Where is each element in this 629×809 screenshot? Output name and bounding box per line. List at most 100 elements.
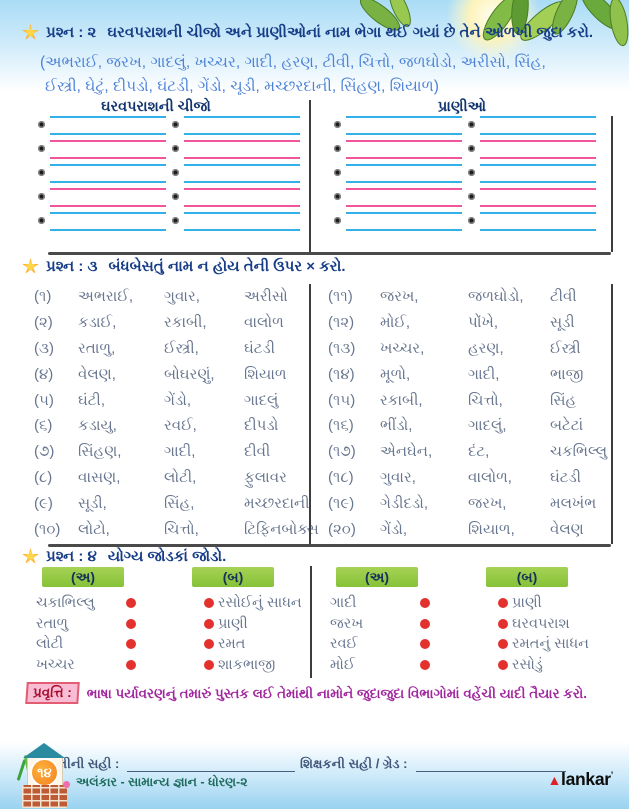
- match-row: રવઈ રમતનું સાધન: [330, 634, 608, 655]
- parent-signature-line: [127, 757, 296, 772]
- writing-slot: [38, 116, 166, 135]
- q3-word-2: જળઘોડો,: [468, 288, 524, 306]
- q3-word-3: બટેટાં: [550, 417, 584, 435]
- q3-word-1: મૂળો,: [380, 365, 411, 383]
- q3-row: (૨) કડાઈ, રકાબી, વાલોળ: [34, 310, 304, 336]
- activity-text: ભાષા પર્યાવરણનું તમારું પુસ્તક લઈ તેમાંથ…: [86, 686, 587, 701]
- q3-row-number: (૭): [34, 443, 55, 461]
- writing-slot: [334, 212, 462, 231]
- q3-word-3: ટીવી: [550, 288, 577, 306]
- q3-row-number: (૫): [34, 391, 54, 409]
- q3-word-1: કડાઈ,: [78, 314, 117, 332]
- q3-row-number: (૮): [34, 468, 53, 486]
- q3-row-number: (૪): [34, 365, 54, 383]
- q3-word-1: ખચ્ચર,: [380, 339, 425, 357]
- alankar-logo: ▲lankar’: [547, 769, 613, 790]
- q3-row-number: (૧૧): [328, 288, 353, 306]
- q3-word-2: ગાદી,: [164, 443, 196, 461]
- writing-slot: [38, 164, 166, 183]
- match-right-term: રમત: [218, 636, 246, 653]
- q2-left-column-title: ઘરવપરાશની ચીજો: [101, 99, 211, 115]
- match-group-1: (અ) (બ) ચકાભિલ્લુ રસોઈનું સાધન રતાળુ: [28, 567, 314, 675]
- q3-row: (૧૬) ભીંડો, ગાદલું, બટેટાં: [328, 413, 610, 439]
- page-number-badge: ૧૪: [30, 758, 59, 787]
- q3-row-number: (૧૨): [328, 314, 355, 332]
- match-dot-icon: [126, 618, 136, 629]
- match-left-term: ગાદી: [330, 595, 357, 612]
- q3-header: પ્રશ્ન : ૩ બંધબેસતું નામ ન હોય તેની ઉપર …: [22, 258, 345, 275]
- writing-column: [38, 116, 166, 236]
- match-left-term: રવઈ: [330, 636, 358, 653]
- writing-slot: [172, 116, 300, 135]
- match-left-term: રતાળુ: [36, 615, 68, 632]
- q3-row: (૧૩) ખચ્ચર, હરણ, ઈસ્ત્રી: [328, 336, 610, 362]
- match-row: રતાળુ પ્રાણી: [36, 614, 314, 635]
- match-chip-row: (અ) (બ): [28, 567, 314, 587]
- q4-label: પ્રશ્ન : ૪: [46, 548, 97, 565]
- q3-word-2: ચિત્તો,: [164, 520, 199, 538]
- slot-bullet-icon: [334, 121, 341, 128]
- match-right-term: પ્રાણી: [512, 595, 542, 612]
- slot-bullet-icon: [334, 193, 341, 200]
- q3-word-3: ફુલાવર: [244, 468, 287, 486]
- q3-word-3: મલખંભ: [550, 494, 597, 512]
- match-dot-icon: [498, 660, 508, 671]
- slot-bullet-icon: [468, 169, 475, 176]
- parent-signature-row: વાલીની સહી :: [46, 756, 296, 772]
- flower-icon: [63, 781, 70, 788]
- writing-slot: [172, 212, 300, 231]
- writing-slot: [468, 164, 596, 183]
- q3-row-number: (૨): [34, 314, 53, 332]
- q3-word-2: જરખ,: [468, 494, 507, 512]
- q4-star-icon: [22, 548, 39, 564]
- match-left-term: ચકાભિલ્લુ: [36, 595, 95, 612]
- q4-title: યોગ્ય જોડકાં જોડો.: [107, 548, 227, 565]
- q3-word-2: પોંખે,: [468, 314, 498, 332]
- q3-word-1: અભરાઈ,: [78, 288, 134, 306]
- writing-slot: [172, 188, 300, 207]
- q3-word-1: મોઈ,: [380, 314, 411, 332]
- activity-label: પ્રવૃત્તિ :: [25, 682, 80, 704]
- q3-word-1: લોટો,: [78, 520, 110, 538]
- match-col-b-chip: (બ): [486, 567, 568, 587]
- match-dot-icon: [126, 639, 136, 650]
- q3-word-1: ગેડીદડો,: [380, 494, 429, 512]
- q3-row-number: (૧): [34, 288, 52, 306]
- q3-title: બંધબેસતું નામ ન હોય તેની ઉપર × કરો.: [108, 258, 346, 275]
- q3-word-1: જરખ,: [380, 288, 419, 306]
- slot-bullet-icon: [334, 145, 341, 152]
- q3-word-3: દીવી: [244, 443, 271, 461]
- q3-row: (૭) સિંહણ, ગાદી, દીવી: [34, 439, 304, 465]
- q4-header: પ્રશ્ન : ૪ યોગ્ય જોડકાં જોડો.: [22, 548, 226, 565]
- match-right-term: શાકભાજી: [218, 657, 276, 674]
- q3-row-number: (૧૦): [34, 520, 61, 538]
- book-title: અલંકાર - સામાન્ય જ્ઞાન - ધોરણ-૨: [76, 775, 248, 789]
- slot-bullet-icon: [172, 169, 179, 176]
- q3-word-3: વાલોળ: [244, 314, 284, 332]
- q3-word-3: અરીસો: [244, 288, 288, 306]
- q3-word-1: રતાળુ,: [78, 339, 116, 357]
- bottom-sky-band: [0, 742, 629, 809]
- q2-center-divider: [309, 100, 311, 252]
- q2-word-bank: (અભરાઈ, જરખ, ગાદલું, ખચ્ચર, ગાદી, હરણ, ટ…: [40, 51, 546, 98]
- q3-word-2: રવઈ,: [164, 417, 197, 435]
- word-bank-line: (અભરાઈ, જરખ, ગાદલું, ખચ્ચર, ગાદી, હરણ, ટ…: [40, 54, 546, 71]
- writing-column: [468, 116, 596, 236]
- match-right-term: પ્રાણી: [218, 615, 248, 632]
- writing-slot: [468, 212, 596, 231]
- match-dot-icon: [204, 639, 214, 650]
- writing-slot: [468, 188, 596, 207]
- q2-right-column-title: પ્રાણીઓ: [437, 99, 487, 115]
- q3-row-number: (૬): [34, 417, 53, 435]
- q3-row: (૧૪) મૂળો, ગાદી, ભાજી: [328, 361, 610, 387]
- q3-row: (૪) વેલણ, બોઘરણું, શિયાળ: [34, 361, 304, 387]
- q3-word-2: વાલોળ,: [468, 468, 512, 486]
- teacher-signature-label: શિક્ષકની સહી / ગ્રેડ :: [300, 756, 408, 771]
- slot-bullet-icon: [38, 145, 45, 152]
- match-dot-icon: [204, 598, 214, 609]
- q3-row: (૧૮) ગુવાર, વાલોળ, ઘંટડી: [328, 465, 610, 491]
- match-row: જરખ ઘરવપરાશ: [330, 614, 608, 635]
- activity-section: પ્રવૃત્તિ : ભાષા પર્યાવરણનું તમારું પુસ્…: [25, 682, 614, 704]
- writing-slot: [468, 140, 596, 159]
- q3-row: (૮) વાસણ, લોટી, ફુલાવર: [34, 465, 304, 491]
